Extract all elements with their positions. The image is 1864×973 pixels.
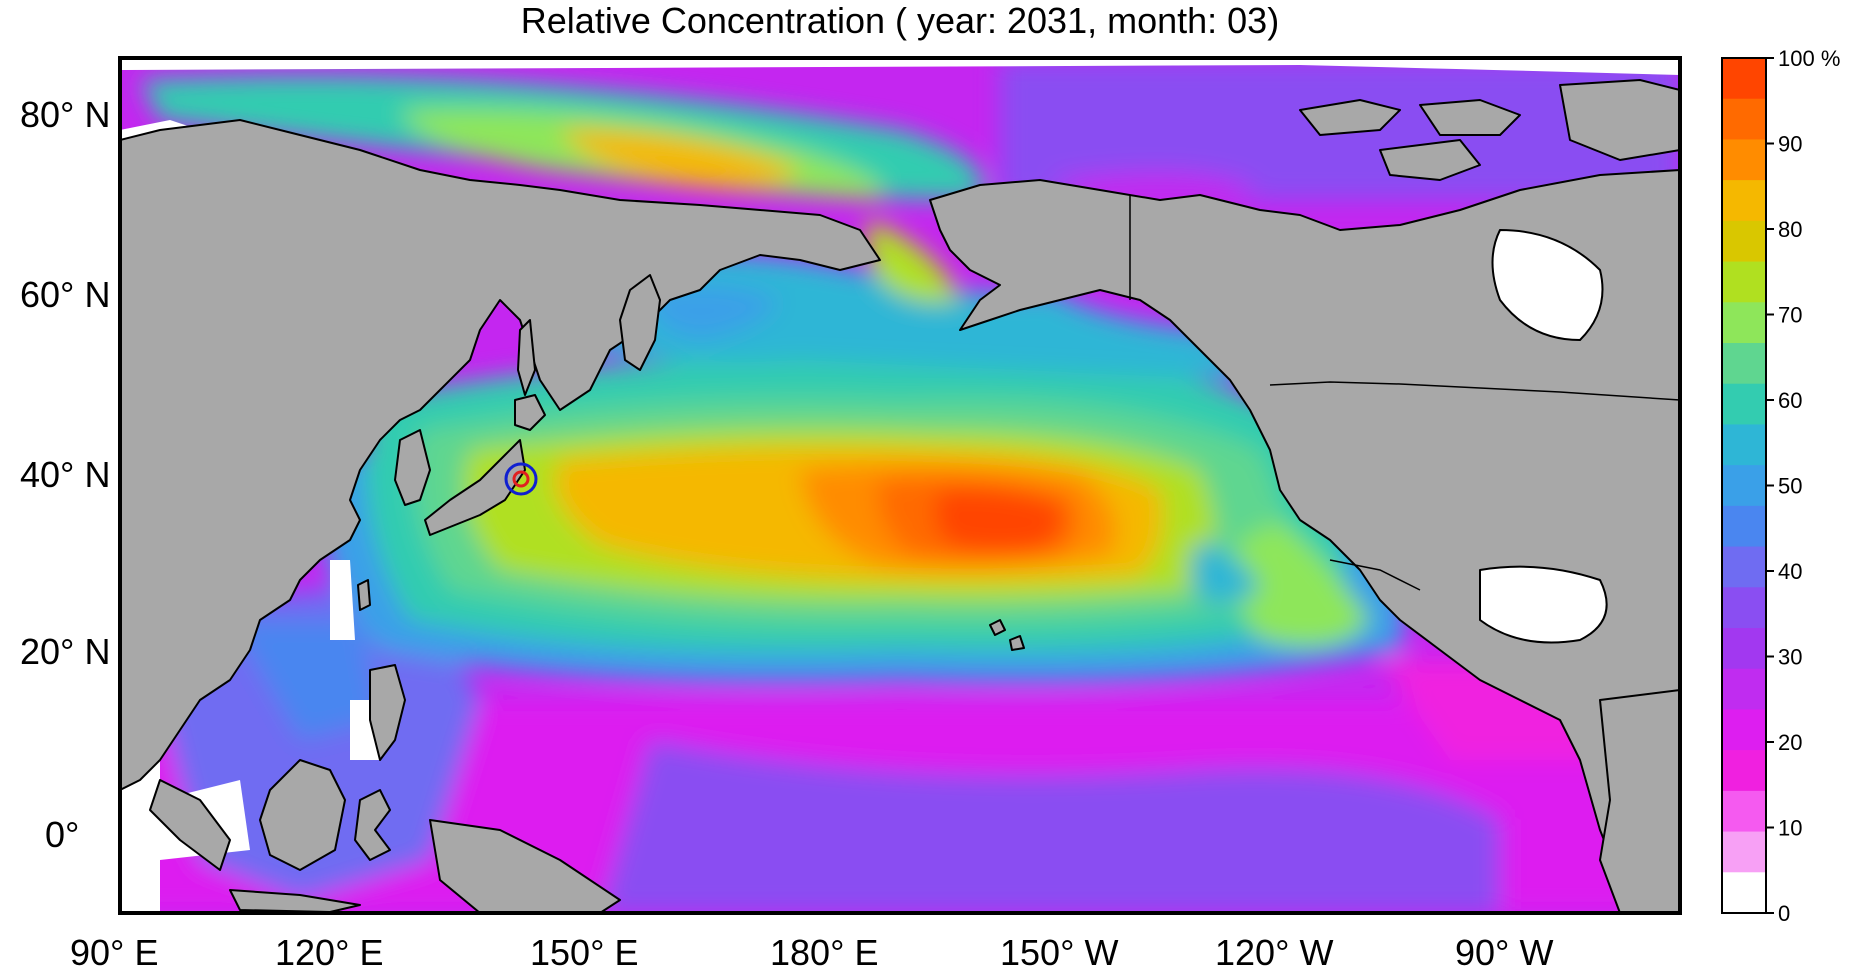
sulawesi-land	[354, 789, 391, 861]
colorbar-swatch	[1722, 790, 1766, 833]
colorbar-swatch	[1722, 220, 1766, 263]
java-land	[229, 889, 361, 913]
land-masses	[120, 79, 1680, 913]
concentration-field	[120, 60, 1680, 913]
colorbar-label: 80	[1778, 217, 1802, 242]
arctic-island-2	[1419, 99, 1521, 136]
south-america-land	[1599, 689, 1680, 913]
colorbar-swatch	[1722, 58, 1766, 100]
lat-label-20n: 20° N	[20, 631, 110, 672]
release-point-marker[interactable]	[504, 462, 538, 496]
colorbar-swatch	[1722, 98, 1766, 140]
japan-honshu-land	[424, 439, 526, 536]
colorbar-swatch	[1722, 424, 1766, 466]
colorbar-swatch	[1722, 628, 1766, 670]
colorbar-swatch	[1722, 546, 1766, 588]
new-guinea-land	[429, 819, 621, 913]
lat-label-60n: 60° N	[20, 274, 110, 315]
colorbar-swatch	[1722, 668, 1766, 710]
colorbar-swatch	[1722, 587, 1766, 629]
colorbar-label: 40	[1778, 559, 1802, 584]
colorbar-label: 50	[1778, 474, 1802, 499]
lon-label-180e: 180° E	[770, 932, 878, 973]
colorbar-swatches	[1722, 58, 1766, 914]
philippines-land	[369, 664, 406, 761]
colorbar-swatch	[1722, 139, 1766, 181]
sumatra-land	[149, 779, 231, 871]
hawaii-land	[989, 619, 1006, 636]
colorbar-swatch	[1722, 180, 1766, 222]
hudson-bay	[1491, 229, 1604, 341]
colorbar: 100 % 90 80 70 60 50 40 30 20 10 0	[1721, 46, 1840, 926]
lon-label-90e: 90° E	[70, 932, 158, 973]
gulf-of-mexico	[1479, 565, 1608, 644]
colorbar-label: 100 %	[1778, 46, 1840, 71]
kamchatka-land	[619, 274, 661, 371]
lat-label-0: 0°	[45, 814, 79, 855]
colorbar-swatch	[1722, 302, 1766, 344]
colorbar-labels: 100 % 90 80 70 60 50 40 30 20 10 0	[1766, 46, 1840, 926]
lat-label-80n: 80° N	[20, 94, 110, 135]
colorbar-label: 0	[1778, 901, 1790, 926]
korea-land	[394, 429, 431, 506]
hawaii-land-2	[1009, 635, 1025, 651]
map-area[interactable]	[120, 58, 1680, 913]
political-borders	[1129, 195, 1680, 591]
colorbar-label: 70	[1778, 303, 1802, 328]
lon-label-150e: 150° E	[530, 932, 638, 973]
arctic-island-1	[1299, 99, 1401, 136]
colorbar-swatch	[1722, 709, 1766, 751]
lon-label-120e: 120° E	[275, 932, 383, 973]
colorbar-swatch	[1722, 831, 1766, 873]
japan-hokkaido-land	[514, 394, 546, 431]
longitude-axis: 90° E 120° E 150° E 180° E 150° W 120° W…	[70, 932, 1553, 973]
taiwan-land	[357, 579, 371, 611]
lon-label-90w: 90° W	[1455, 932, 1553, 973]
colorbar-label: 30	[1778, 645, 1802, 670]
lon-label-150w: 150° W	[1000, 932, 1118, 973]
north-america-land	[929, 169, 1680, 913]
us-mexico-border	[1329, 559, 1421, 591]
sakhalin-land	[517, 319, 536, 396]
marker-inner-ring	[512, 470, 530, 488]
borneo-land	[259, 759, 346, 871]
arctic-island-3	[1379, 139, 1481, 181]
colorbar-swatch	[1722, 383, 1766, 425]
map-frame	[118, 56, 1682, 915]
colorbar-label: 60	[1778, 388, 1802, 413]
colorbar-label: 10	[1778, 816, 1802, 841]
colorbar-label: 20	[1778, 730, 1802, 755]
colorbar-swatch	[1722, 872, 1766, 914]
colorbar-swatch	[1722, 261, 1766, 303]
marker-outer-ring	[504, 462, 538, 496]
greenland-land	[1559, 79, 1680, 161]
us-canada-border	[1269, 381, 1680, 401]
colorbar-label: 90	[1778, 132, 1802, 157]
colorbar-swatch	[1722, 750, 1766, 792]
colorbar-swatch	[1722, 505, 1766, 548]
map-title: Relative Concentration ( year: 2031, mon…	[520, 0, 1280, 41]
colorbar-swatch	[1722, 465, 1766, 507]
lon-label-120w: 120° W	[1215, 932, 1333, 973]
latitude-axis: 80° N 60° N 40° N 20° N 0°	[20, 94, 110, 855]
lat-label-40n: 40° N	[20, 454, 110, 495]
asia-land	[120, 119, 881, 791]
colorbar-swatch	[1722, 343, 1766, 385]
